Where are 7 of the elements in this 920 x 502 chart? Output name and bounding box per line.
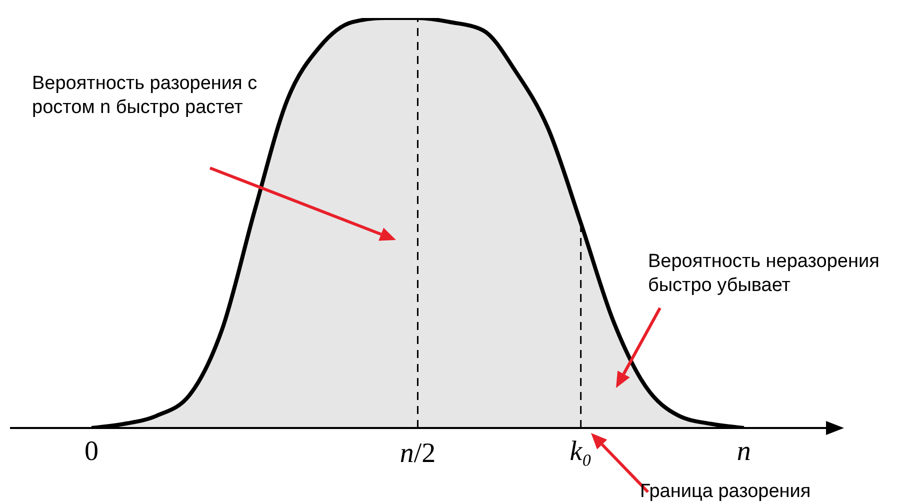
x-tick-label: k₀ (570, 436, 592, 467)
x-tick-label: n (736, 436, 751, 467)
text: Граница разорения (640, 480, 812, 502)
annotation: Вероятность разорения с ростом n быстро растет (32, 72, 258, 120)
x-tick-label: n/2 (400, 438, 436, 469)
x-tick-label: 0 (84, 436, 99, 467)
annotation: Вероятность неразорения быстро убывает (648, 250, 880, 298)
